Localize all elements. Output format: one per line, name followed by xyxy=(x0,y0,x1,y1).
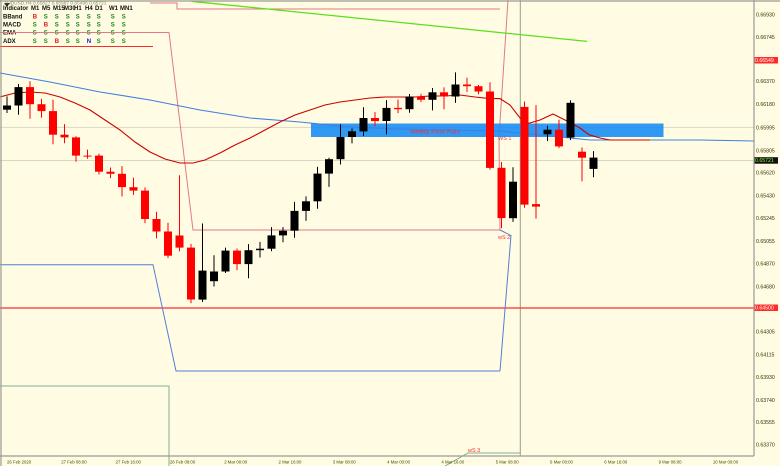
svg-text:6 Mar 00:00: 6 Mar 00:00 xyxy=(550,460,574,465)
svg-text:S: S xyxy=(87,23,91,29)
svg-text:BBand: BBand xyxy=(3,14,23,20)
svg-text:28 Feb 08:00: 28 Feb 08:00 xyxy=(170,460,196,465)
svg-text:S: S xyxy=(33,31,37,37)
svg-text:2 Mar 16:00: 2 Mar 16:00 xyxy=(279,460,303,465)
svg-text:M1: M1 xyxy=(31,6,40,12)
svg-text:0.64115: 0.64115 xyxy=(756,353,774,359)
svg-text:10 Mar 00:00: 10 Mar 00:00 xyxy=(713,460,739,465)
svg-text:H1: H1 xyxy=(74,6,82,12)
svg-text:S: S xyxy=(76,14,80,20)
svg-text:S: S xyxy=(122,39,126,45)
svg-text:S: S xyxy=(111,31,115,37)
svg-text:S: S xyxy=(87,31,91,37)
svg-text:S: S xyxy=(33,39,37,45)
svg-text:5 Mar 08:00: 5 Mar 08:00 xyxy=(496,460,520,465)
svg-text:0.66745: 0.66745 xyxy=(756,35,775,41)
svg-text:0.66930: 0.66930 xyxy=(756,13,775,19)
svg-text:H4: H4 xyxy=(85,6,93,12)
svg-text:0.65995: 0.65995 xyxy=(756,125,775,131)
svg-text:S: S xyxy=(66,39,70,45)
svg-text:ADX: ADX xyxy=(3,39,16,45)
svg-text:0.65430: 0.65430 xyxy=(756,194,775,200)
svg-text:wS 2: wS 2 xyxy=(497,235,510,241)
svg-text:S: S xyxy=(97,23,101,29)
svg-text:0.66370: 0.66370 xyxy=(756,79,775,85)
svg-text:S: S xyxy=(44,14,48,20)
svg-text:0.63930: 0.63930 xyxy=(756,375,775,381)
svg-text:S: S xyxy=(111,14,115,20)
svg-text:S: S xyxy=(122,23,126,29)
svg-text:S: S xyxy=(66,31,70,37)
svg-text:3 Mar 08:00: 3 Mar 08:00 xyxy=(333,460,357,465)
svg-text:0.65721: 0.65721 xyxy=(755,158,774,164)
svg-text:S: S xyxy=(55,31,59,37)
svg-text:0.64500: 0.64500 xyxy=(755,306,774,312)
svg-text:wS 3: wS 3 xyxy=(467,448,480,454)
svg-text:S: S xyxy=(55,23,59,29)
svg-text:9 Mar 08:00: 9 Mar 08:00 xyxy=(659,460,683,465)
svg-text:0.63370: 0.63370 xyxy=(756,443,775,449)
svg-text:MN1: MN1 xyxy=(120,6,133,12)
svg-text:0.66180: 0.66180 xyxy=(756,102,775,108)
svg-text:S: S xyxy=(122,31,126,37)
svg-text:27 Feb 08:00: 27 Feb 08:00 xyxy=(61,460,87,465)
svg-text:MACD: MACD xyxy=(3,23,22,29)
svg-text:W1: W1 xyxy=(109,6,119,12)
svg-text:27 Feb 16:00: 27 Feb 16:00 xyxy=(116,460,142,465)
svg-text:0.64305: 0.64305 xyxy=(756,330,775,336)
svg-text:S: S xyxy=(111,39,115,45)
svg-text:EMA: EMA xyxy=(3,31,17,37)
svg-text:S: S xyxy=(87,14,91,20)
svg-text:S: S xyxy=(122,14,126,20)
svg-text:0.65620: 0.65620 xyxy=(756,171,775,177)
svg-text:4 Mar 00:00: 4 Mar 00:00 xyxy=(387,460,411,465)
svg-text:S: S xyxy=(66,23,70,29)
svg-text:2 Mar 00:00: 2 Mar 00:00 xyxy=(224,460,248,465)
svg-text:S: S xyxy=(76,39,80,45)
svg-text:S: S xyxy=(97,39,101,45)
svg-text:N: N xyxy=(87,39,91,45)
svg-text:S: S xyxy=(97,31,101,37)
svg-text:S: S xyxy=(66,14,70,20)
svg-text:Indicator: Indicator xyxy=(3,6,29,12)
svg-text:0.65245: 0.65245 xyxy=(756,216,775,222)
svg-text:S: S xyxy=(44,31,48,37)
svg-text:B: B xyxy=(55,39,60,45)
svg-text:B: B xyxy=(33,14,38,20)
svg-text:0.63555: 0.63555 xyxy=(756,420,775,426)
svg-text:S: S xyxy=(76,31,80,37)
svg-text:0.64870: 0.64870 xyxy=(756,261,775,267)
svg-text:S: S xyxy=(76,23,80,29)
svg-text:0.63740: 0.63740 xyxy=(756,398,775,404)
svg-text:S: S xyxy=(111,23,115,29)
svg-text:0.65805: 0.65805 xyxy=(756,148,775,154)
svg-text:S: S xyxy=(97,14,101,20)
svg-text:B: B xyxy=(44,23,49,29)
svg-text:D1: D1 xyxy=(95,6,103,12)
svg-text:0.66549: 0.66549 xyxy=(755,58,774,64)
svg-text:6 Mar 16:00: 6 Mar 16:00 xyxy=(604,460,628,465)
svg-text:S: S xyxy=(44,39,48,45)
svg-text:26 Feb 2020: 26 Feb 2020 xyxy=(7,460,32,465)
svg-text:M5: M5 xyxy=(42,6,51,12)
svg-text:0.64680: 0.64680 xyxy=(756,284,775,290)
svg-text:4 Mar 16:00: 4 Mar 16:00 xyxy=(441,460,465,465)
svg-text:S: S xyxy=(33,23,37,29)
svg-text:S: S xyxy=(55,14,59,20)
svg-text:0.65055: 0.65055 xyxy=(756,239,775,245)
